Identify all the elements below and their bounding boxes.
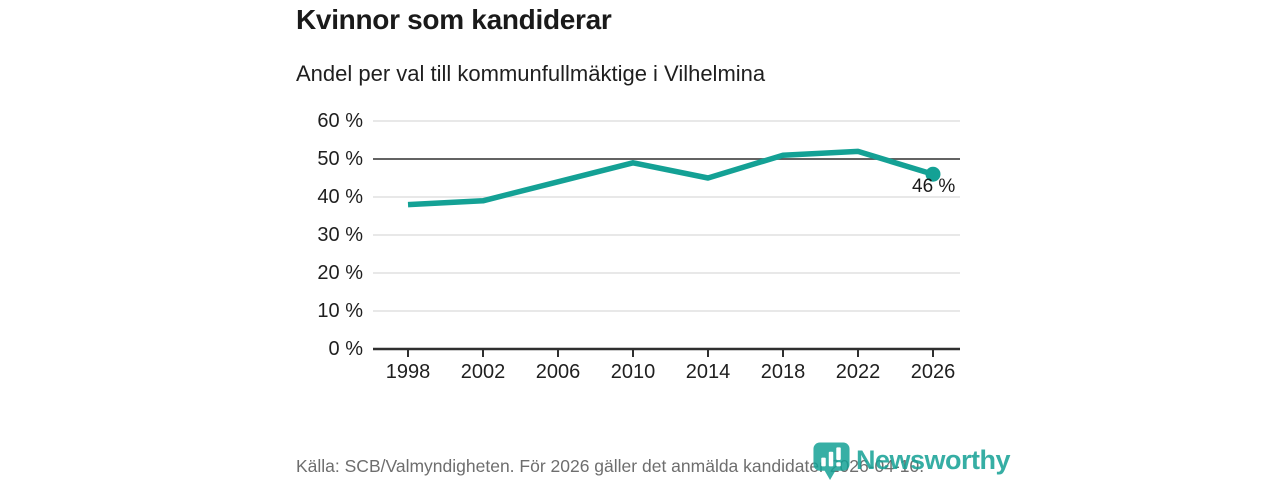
y-axis-tick-label: 30 % (317, 224, 363, 246)
chart-title: Kvinnor som kandiderar (296, 4, 612, 35)
last-point-value-label: 46 % (912, 176, 956, 197)
chart-subtitle: Andel per val till kommunfullmäktige i V… (296, 61, 766, 86)
x-axis-tick-label: 2006 (535, 361, 581, 383)
x-axis-tick-label: 2026 (910, 361, 956, 383)
x-axis-tick-label: 2014 (685, 361, 731, 383)
end-point-marker (925, 166, 941, 182)
x-axis-tick-label: 2022 (835, 361, 881, 383)
data-line (407, 148, 934, 208)
x-axis-tick-label: 2010 (610, 361, 656, 383)
y-axis-tick-label: 40 % (317, 186, 363, 208)
x-axis-tick-label: 2018 (760, 361, 806, 383)
newsworthy-logo-text: Newsworthy (856, 445, 1011, 475)
x-axis-tick-label: 2002 (460, 361, 506, 383)
newsworthy-logo-icon (813, 442, 850, 480)
y-axis-tick-label: 0 % (328, 338, 363, 360)
y-axis-tick-label: 50 % (317, 148, 363, 170)
gridlines (373, 120, 960, 351)
source-note: Källa: SCB/Valmyndigheten. För 2026 gäll… (296, 456, 925, 476)
x-axis-tick-label: 1998 (385, 361, 431, 383)
newsworthy-logo: Newsworthy (812, 441, 1011, 480)
x-axis-ticks (407, 349, 934, 357)
y-axis-tick-label: 60 % (317, 110, 363, 132)
y-axis-tick-label: 20 % (317, 262, 363, 284)
y-axis-tick-label: 10 % (317, 300, 363, 322)
